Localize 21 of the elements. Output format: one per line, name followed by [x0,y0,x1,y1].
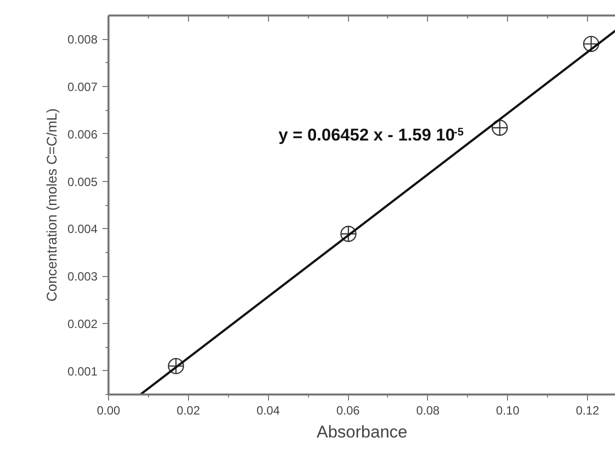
y-tick-label: 0.002 [67,316,98,331]
point [168,358,184,374]
x-axis-title: Absorbance [316,422,408,442]
point [492,120,508,136]
y-axis-title: Concentration (moles C=C/mL) [43,108,60,302]
y-tick-label: 0.001 [67,364,98,378]
y-tick-label: 0.006 [67,127,98,142]
x-tick-label: 0.04 [256,404,280,418]
y-tick-label: 0.007 [67,80,98,94]
x-tick-label: 0.12 [576,404,600,418]
y-tick-label: 0.008 [67,32,98,47]
x-tick-label: 0.02 [176,404,200,418]
x-tick-label: 0.06 [336,404,360,418]
point [583,36,600,52]
x-tick-label: 0.10 [496,404,520,418]
y-tick-label: 0.003 [67,270,98,284]
x-tick-label: 0.08 [416,404,440,418]
point [340,226,357,242]
y-tick-label: 0.004 [67,222,98,236]
y-tick-label: 0.005 [67,174,98,189]
x-tick-label: 0.00 [96,404,121,418]
